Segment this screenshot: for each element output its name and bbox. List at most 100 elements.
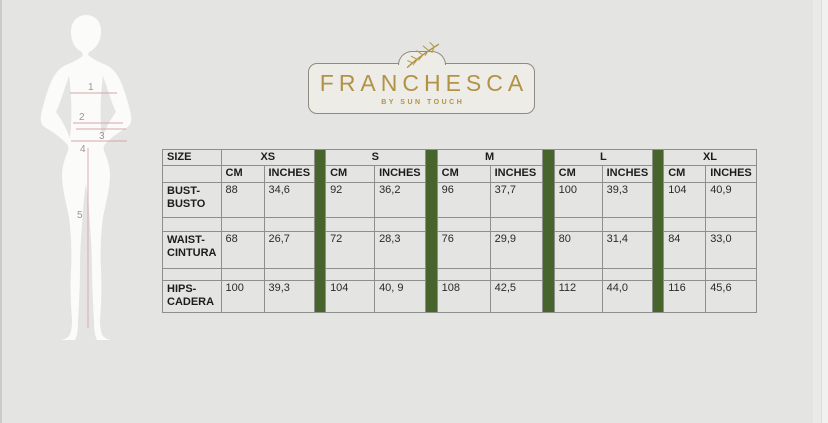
unit-header-cm: CM xyxy=(220,165,265,183)
size-header-s: S xyxy=(325,149,426,166)
spacer-cell xyxy=(325,268,376,281)
spacer-cell xyxy=(374,268,426,281)
corner-sub-cell xyxy=(162,165,222,183)
value-cell: 42,5 xyxy=(489,280,543,313)
unit-header-inches: INCHES xyxy=(263,165,316,183)
spacer-cell xyxy=(220,268,265,281)
spacer-cell xyxy=(325,217,376,232)
brand-tagline: BY SUN TOUCH xyxy=(381,99,465,106)
female-silhouette-figure: 1 2 3 4 5 xyxy=(26,12,146,342)
measurement-lines xyxy=(70,92,127,328)
value-cell: 37,7 xyxy=(489,182,543,218)
spacer-cell xyxy=(705,217,757,232)
page-right-margin xyxy=(813,0,822,423)
value-cell: 112 xyxy=(553,280,603,313)
spacer-cell xyxy=(436,217,491,232)
corner-size-label: SIZE xyxy=(162,149,222,166)
green-divider xyxy=(314,149,327,313)
spacer-cell xyxy=(489,268,543,281)
value-cell: 76 xyxy=(436,231,491,269)
size-chart-table: SIZE XS S M L XL CM INCHES CM INCHES CM … xyxy=(162,149,757,313)
value-cell: 39,3 xyxy=(263,280,316,313)
spacer-cell xyxy=(162,217,222,232)
spacer-cell xyxy=(601,217,654,232)
size-header-xl: XL xyxy=(663,149,757,166)
spacer-cell xyxy=(553,268,603,281)
spacer-row xyxy=(162,268,757,281)
silhouette-body xyxy=(40,54,132,340)
silhouette-head xyxy=(71,15,102,57)
unit-header-cm: CM xyxy=(663,165,707,183)
value-cell: 100 xyxy=(553,182,603,218)
page-right-edge xyxy=(821,0,828,423)
green-divider xyxy=(424,149,438,313)
size-header-row: SIZE XS S M L XL xyxy=(162,149,757,313)
value-cell: 40,9 xyxy=(705,182,757,218)
silhouette-graphic: 1 2 3 4 5 xyxy=(40,15,132,340)
value-cell: 104 xyxy=(663,182,707,218)
bust-row: BUST-BUSTO 88 34,6 92 36,2 96 37,7 100 3… xyxy=(162,182,757,218)
spacer-cell xyxy=(162,268,222,281)
value-cell: 100 xyxy=(220,280,265,313)
unit-header-inches: INCHES xyxy=(601,165,654,183)
value-cell: 44,0 xyxy=(601,280,654,313)
measure-label-4: 4 xyxy=(80,144,86,155)
measure-label-2: 2 xyxy=(79,112,85,123)
unit-header-row: CM INCHES CM INCHES CM INCHES CM INCHES … xyxy=(162,165,757,183)
value-cell: 45,6 xyxy=(705,280,757,313)
spacer-cell xyxy=(705,268,757,281)
spacer-row xyxy=(162,217,757,232)
value-cell: 88 xyxy=(220,182,265,218)
measure-label-1: 1 xyxy=(88,82,94,93)
value-cell: 31,4 xyxy=(601,231,654,269)
spacer-cell xyxy=(663,217,707,232)
spacer-cell xyxy=(374,217,426,232)
waist-row: WAIST-CINTURA 68 26,7 72 28,3 76 29,9 80… xyxy=(162,231,757,269)
spacer-cell xyxy=(553,217,603,232)
value-cell: 104 xyxy=(325,280,376,313)
value-cell: 108 xyxy=(436,280,491,313)
unit-header-inches: INCHES xyxy=(374,165,426,183)
value-cell: 36,2 xyxy=(374,182,426,218)
spacer-cell xyxy=(436,268,491,281)
brand-logo-plaque: FRANCHESCA BY SUN TOUCH xyxy=(308,41,535,114)
hips-row: HIPS-CADERA 100 39,3 104 40, 9 108 42,5 … xyxy=(162,280,757,313)
size-header-l: L xyxy=(553,149,654,166)
spacer-cell xyxy=(601,268,654,281)
value-cell: 40, 9 xyxy=(374,280,426,313)
value-cell: 68 xyxy=(220,231,265,269)
page-left-edge xyxy=(0,0,2,423)
value-cell: 72 xyxy=(325,231,376,269)
unit-header-cm: CM xyxy=(325,165,376,183)
size-header-m: M xyxy=(436,149,543,166)
size-chart: SIZE XS S M L XL CM INCHES CM INCHES CM … xyxy=(162,149,757,313)
spacer-cell xyxy=(263,217,316,232)
unit-header-inches: INCHES xyxy=(489,165,543,183)
green-divider xyxy=(541,149,555,313)
measure-label-3: 3 xyxy=(99,131,105,142)
value-cell: 80 xyxy=(553,231,603,269)
value-cell: 29,9 xyxy=(489,231,543,269)
fern-leaf-icon xyxy=(406,41,439,69)
value-cell: 26,7 xyxy=(263,231,316,269)
row-label-waist: WAIST-CINTURA xyxy=(162,231,222,269)
spacer-cell xyxy=(663,268,707,281)
value-cell: 34,6 xyxy=(263,182,316,218)
row-label-bust: BUST-BUSTO xyxy=(162,182,222,218)
value-cell: 96 xyxy=(436,182,491,218)
value-cell: 92 xyxy=(325,182,376,218)
brand-name: FRANCHESCA xyxy=(319,70,529,96)
value-cell: 33,0 xyxy=(705,231,757,269)
value-cell: 39,3 xyxy=(601,182,654,218)
spacer-cell xyxy=(489,217,543,232)
value-cell: 116 xyxy=(663,280,707,313)
unit-header-cm: CM xyxy=(553,165,603,183)
green-divider xyxy=(652,149,665,313)
row-label-hips: HIPS-CADERA xyxy=(162,280,222,313)
value-cell: 84 xyxy=(663,231,707,269)
measure-label-5: 5 xyxy=(77,210,83,221)
unit-header-cm: CM xyxy=(436,165,491,183)
size-header-xs: XS xyxy=(220,149,316,166)
unit-header-inches: INCHES xyxy=(705,165,757,183)
